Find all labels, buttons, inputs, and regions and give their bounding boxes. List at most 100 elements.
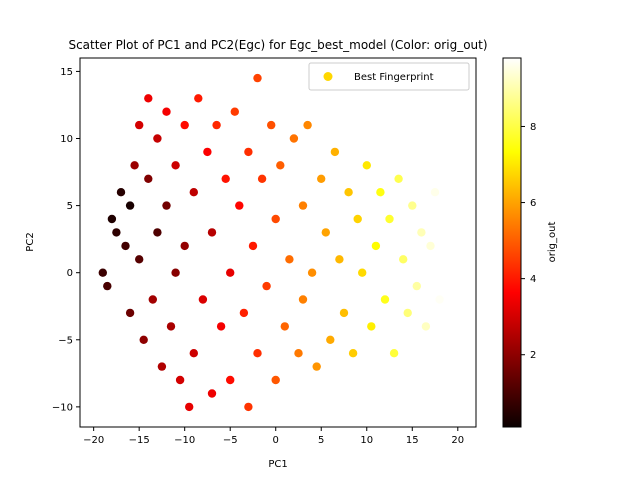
data-point [385,214,394,224]
data-point [412,281,421,291]
data-point [148,295,157,304]
data-point [394,174,403,183]
data-point [153,134,162,143]
points-layer [98,73,449,412]
colorbar-label: orig_out [547,222,558,263]
legend-marker [323,72,333,81]
data-point [344,188,353,197]
y-tick-label: 0 [67,268,73,279]
data-point [430,188,440,197]
data-point [180,241,189,251]
data-point [171,161,180,170]
data-point [125,201,135,210]
data-point [212,120,221,130]
x-tick-label: −20 [83,435,104,446]
data-point [189,188,198,197]
x-tick-label: −15 [129,435,150,446]
data-point [399,255,408,264]
data-point [417,228,426,237]
data-point [244,402,253,412]
data-point [426,241,435,251]
data-point [289,134,299,143]
data-point [267,120,276,130]
data-point [171,268,180,277]
data-point [175,375,185,385]
data-point [244,147,253,157]
data-point [367,322,376,331]
data-point [248,241,258,251]
data-point [207,228,217,237]
x-tick-label: 10 [360,435,373,446]
data-point [144,94,153,103]
legend-label: Best Fingerprint [354,72,434,83]
y-axis: −10 −5 0 5 10 15 [52,67,80,413]
x-tick-label: 0 [273,435,279,446]
chart-title: Scatter Plot of PC1 and PC2(Egc) for Egc… [68,38,487,52]
data-point [257,174,267,183]
data-point [216,322,226,331]
data-point [221,174,230,183]
y-tick-label: 10 [60,134,73,145]
data-point [298,295,308,304]
data-point [307,268,317,277]
data-point [198,295,208,304]
data-point [435,295,444,304]
data-point [339,308,349,318]
data-point [125,308,135,318]
data-point [326,335,335,344]
data-point [162,107,171,116]
data-point [112,228,121,237]
y-axis-label: PC2 [25,232,36,251]
data-point [298,201,308,210]
x-axis-label: PC1 [268,459,287,470]
data-point [262,281,271,291]
legend: Best Fingerprint [308,62,470,91]
data-point [271,375,280,385]
y-tick-label: −10 [52,402,73,413]
data-point [157,362,167,371]
colorbar: 2 4 6 8 orig_out [502,57,558,428]
data-point [230,107,239,116]
data-point [226,268,235,277]
data-point [285,255,294,264]
data-point [203,147,212,157]
colorbar-gradient [502,57,522,428]
data-point [280,322,289,331]
data-point [403,308,412,318]
data-point [166,322,176,331]
x-tick-label: 5 [318,435,324,446]
legend-box [308,62,470,91]
x-tick-label: −5 [223,435,238,446]
data-point [130,161,139,170]
data-point [376,188,385,197]
data-point [321,228,330,237]
data-point [330,147,340,157]
data-point [276,161,285,170]
y-tick-label: 15 [60,67,73,78]
data-point [380,295,390,304]
data-point [253,349,262,358]
data-point [153,228,162,237]
data-point [312,362,321,371]
data-point [139,335,148,344]
plot-frame [79,57,477,428]
data-point [358,268,367,277]
data-point [194,94,203,103]
y-tick-label: 5 [67,201,73,212]
data-point [98,268,108,277]
data-point [185,402,194,412]
x-tick-label: 15 [406,435,419,446]
data-point [439,228,449,237]
data-point [253,73,262,83]
data-point [317,174,326,183]
data-point [121,241,130,251]
data-point [116,188,126,197]
colorbar-tick-label: 4 [530,274,536,285]
data-point [207,389,217,398]
data-point [389,349,399,358]
data-point [103,281,112,291]
y-tick-label: −5 [58,335,73,346]
data-point [421,322,431,331]
data-point [226,375,235,385]
data-point [294,349,303,358]
